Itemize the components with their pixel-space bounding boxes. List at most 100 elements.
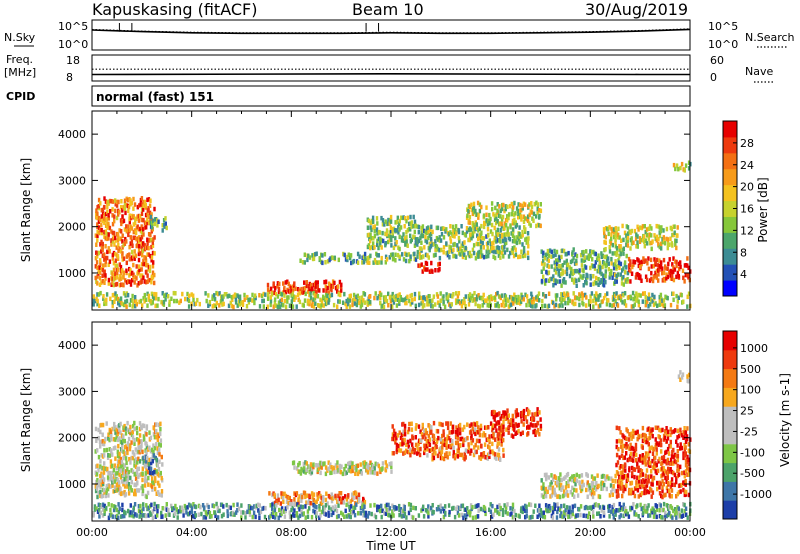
power-cell-12 — [446, 295, 449, 300]
velocity-cell-10 — [176, 510, 179, 515]
power-cell-6 — [511, 250, 514, 255]
velocity-cell-8 — [669, 457, 673, 463]
velocity-cell-0 — [122, 479, 125, 484]
power-cell-12 — [93, 298, 97, 304]
power-cell-12 — [260, 293, 264, 298]
velocity-cell-5 — [457, 449, 460, 454]
power-cell-12 — [641, 299, 644, 304]
power-cell-3 — [414, 257, 418, 262]
power-cell-0 — [101, 241, 104, 247]
power-cell-0 — [144, 202, 147, 208]
velocity-cell-10 — [622, 502, 625, 508]
velocity-cell-10 — [652, 514, 656, 519]
power-cell-8 — [594, 251, 597, 257]
power-cell-12 — [356, 298, 359, 304]
power-cell-8 — [621, 247, 624, 253]
power-cell-3 — [346, 254, 349, 260]
power-cell-2 — [288, 284, 292, 289]
velocity-cell-5 — [491, 441, 494, 447]
velocity-cell-7 — [604, 475, 607, 480]
power-cell-12 — [352, 297, 355, 303]
velocity-cell-3 — [293, 465, 296, 470]
velocity-cell-10 — [619, 513, 623, 518]
power-cell-6 — [517, 254, 520, 260]
velocity-cell-4 — [403, 427, 407, 433]
power-cell-3 — [380, 260, 383, 265]
velocity-cell-0 — [120, 468, 124, 473]
velocity-cell-10 — [107, 515, 111, 521]
power-cell-4 — [409, 227, 412, 232]
power-cell-6 — [478, 249, 481, 255]
velocity-cell-2 — [280, 494, 283, 500]
velocity-cell-10 — [585, 513, 588, 519]
velocity-cell-10 — [212, 503, 216, 509]
power-cell-12 — [164, 297, 167, 302]
velocity-cell-6 — [501, 428, 505, 433]
velocity-cell-6 — [517, 412, 520, 417]
power-cell-0 — [116, 254, 120, 259]
power-cell-8 — [597, 264, 600, 269]
velocity-cell-8 — [632, 467, 635, 472]
velocity-cell-8 — [636, 436, 639, 442]
velocity-cell-6 — [517, 428, 520, 434]
power-cell-0 — [99, 261, 102, 266]
velocity-cell-0 — [145, 450, 148, 455]
power-cell-6 — [522, 250, 526, 255]
power-cell-2 — [315, 284, 318, 289]
velocity-cell-8 — [634, 458, 638, 463]
power-cell-6 — [449, 235, 452, 241]
velocity-cell-8 — [665, 439, 668, 444]
power-cell-4 — [377, 236, 380, 242]
velocity-cell-8 — [652, 475, 656, 481]
power-cell-8 — [557, 268, 560, 274]
velocity-cell-10 — [187, 502, 191, 508]
velocity-cell-10 — [362, 512, 365, 518]
velocity-cell-7 — [574, 481, 577, 487]
power-cell-0 — [141, 261, 145, 267]
velocity-cell-7 — [596, 473, 599, 478]
power-cell-12 — [519, 299, 523, 304]
velocity-cell-8 — [615, 425, 618, 431]
power-cell-0 — [125, 260, 128, 266]
velocity-cell-8 — [625, 436, 628, 442]
power-cell-3 — [361, 260, 364, 265]
power-cell-5 — [417, 263, 420, 268]
power-cell-4 — [372, 225, 375, 230]
power-cell-4 — [389, 228, 393, 234]
velocity-cell-4 — [399, 435, 403, 441]
power-cell-12 — [168, 302, 171, 307]
velocity-cell-0 — [154, 476, 157, 481]
velocity-cell-10 — [602, 510, 606, 515]
power-cell-12 — [436, 294, 440, 299]
velocity-cell-4 — [427, 434, 430, 439]
power-cell-12 — [639, 293, 642, 298]
velocity-cell-1 — [146, 455, 149, 461]
power-cell-0 — [119, 205, 123, 210]
power-cell-12 — [392, 300, 396, 305]
velocity-cell-0 — [130, 440, 133, 445]
velocity-cell-8 — [654, 461, 657, 466]
velocity-cell-10 — [384, 507, 388, 512]
power-cell-0 — [98, 265, 102, 270]
velocity-cell-8 — [625, 445, 628, 450]
power-cell-2 — [278, 281, 281, 287]
velocity-cell-5 — [495, 456, 498, 461]
velocity-cell-7 — [608, 493, 612, 498]
velocity-cell-10 — [275, 503, 278, 508]
power-cell-6 — [527, 244, 530, 249]
velocity-cell-8 — [676, 463, 679, 469]
power-cell-12 — [102, 296, 105, 301]
power-cell-12 — [329, 293, 332, 298]
velocity-cell-2 — [340, 500, 343, 505]
power-cell-9 — [614, 226, 617, 231]
power-cell-6 — [423, 228, 426, 234]
power-cell-8 — [601, 253, 605, 259]
power-cell-12 — [644, 302, 647, 308]
velocity-cell-6 — [490, 433, 494, 439]
power-cell-12 — [427, 302, 430, 307]
velocity-cell-10 — [293, 508, 296, 513]
velocity-cell-7 — [582, 482, 585, 488]
power-cell-8 — [580, 258, 583, 263]
power-cell-11 — [672, 162, 676, 168]
velocity-cell-7 — [573, 494, 576, 499]
